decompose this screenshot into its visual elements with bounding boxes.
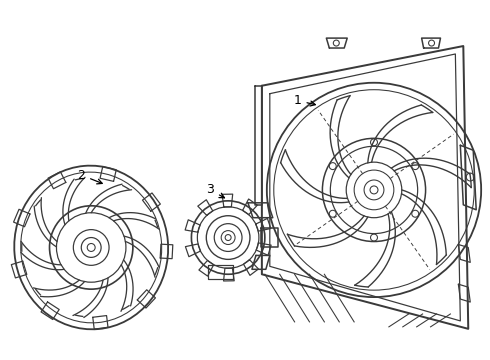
Text: 1: 1 — [294, 94, 316, 107]
Text: 2: 2 — [77, 168, 102, 184]
Text: 3: 3 — [206, 184, 224, 198]
